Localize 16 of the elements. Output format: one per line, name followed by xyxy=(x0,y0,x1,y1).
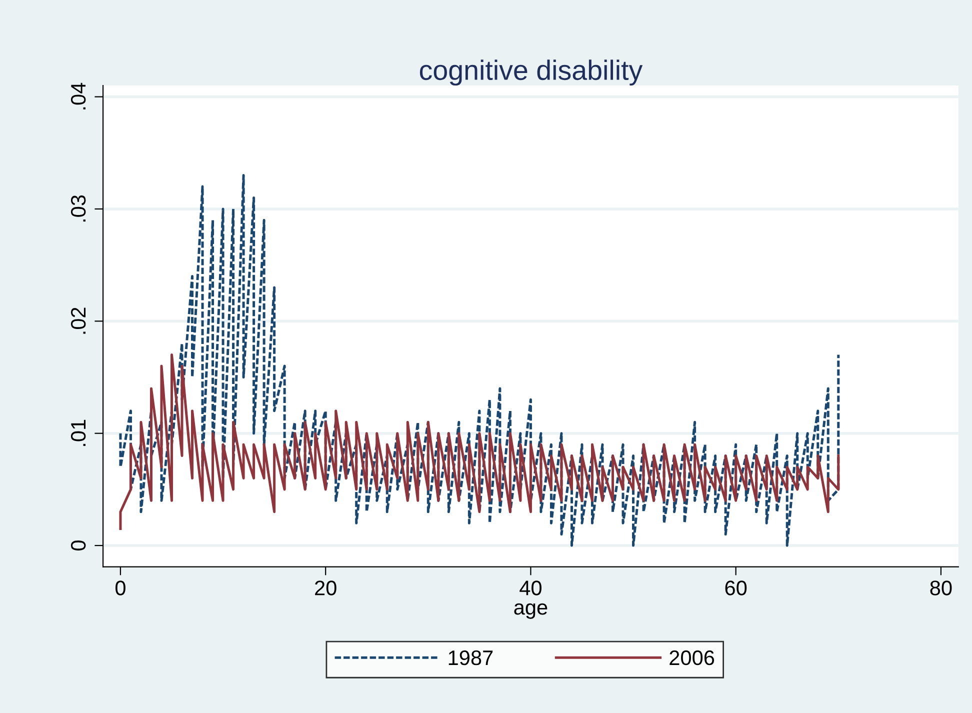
x-tick-label: 0 xyxy=(115,580,126,596)
line-series xyxy=(119,354,840,530)
y-tick-label: 0 xyxy=(70,540,86,550)
x-tick-label: 80 xyxy=(930,580,952,596)
y-tick-label: .02 xyxy=(70,308,86,334)
x-tick-label: 60 xyxy=(725,580,747,596)
y-tick-label: .01 xyxy=(70,420,86,446)
y-tick-label: .04 xyxy=(70,82,86,110)
x-tick-label: 20 xyxy=(315,580,336,596)
chart-title: cognitive disability xyxy=(420,60,643,86)
x-axis-title: age xyxy=(514,603,548,619)
line-series xyxy=(119,174,840,547)
legend-label: 1987 xyxy=(448,650,493,666)
y-tick-label: .03 xyxy=(70,195,86,222)
legend-label: 2006 xyxy=(670,650,714,666)
x-tick-label: 40 xyxy=(520,580,542,596)
